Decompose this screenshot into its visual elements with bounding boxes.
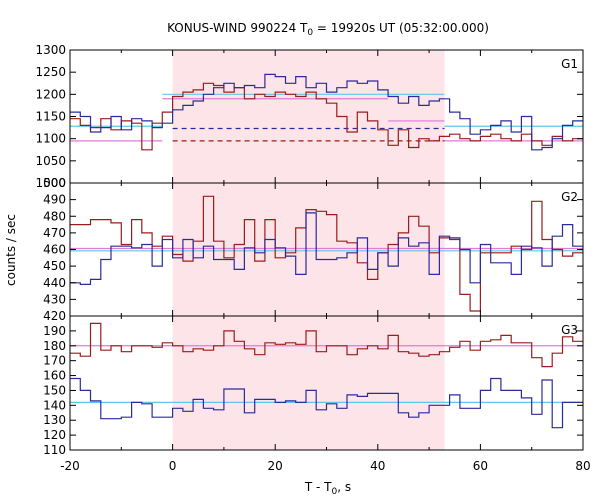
panel-g2-ytick-label-480: 480 [43, 209, 66, 223]
panel-g1-ytick-label-1200: 1200 [35, 87, 66, 101]
burst-interval-shading [172, 50, 445, 450]
xtick-label-40: 40 [370, 459, 385, 473]
y-axis-title: counts / sec [4, 214, 18, 286]
tick-layer [69, 49, 584, 451]
panel-g3-ytick-label-130: 130 [43, 413, 66, 427]
xtick-label-80: 80 [575, 459, 590, 473]
label-layer: 1000105011001150120012501300G14204304404… [35, 43, 590, 473]
panel-g2-ytick-label-460: 460 [43, 243, 66, 257]
xtick-label-0: 0 [169, 459, 177, 473]
panel-g2-label: G2 [561, 190, 578, 204]
panel-g1-shaded-region [172, 50, 445, 183]
panel-g1-ytick-label-1250: 1250 [35, 65, 66, 79]
xtick-label-60: 60 [473, 459, 488, 473]
panel-g1-series-red [70, 82, 583, 151]
series-layer [70, 73, 583, 429]
panel-g3-ytick-label-160: 160 [43, 369, 66, 383]
panel-g1-ytick-label-1300: 1300 [35, 43, 66, 57]
panel-g2-ytick-label-500: 500 [43, 176, 66, 190]
panel-g3-series-red [70, 322, 583, 368]
panel-g3-ytick-label-110: 110 [43, 443, 66, 457]
xtick-label--20: -20 [60, 459, 80, 473]
reference-levels [70, 93, 583, 403]
panel-g1-series-blue [70, 73, 583, 151]
panel-g3-ytick-label-190: 190 [43, 324, 66, 338]
xtick-label-20: 20 [268, 459, 283, 473]
panel-g3-shaded-region [172, 316, 445, 450]
panel-g2-ytick-label-470: 470 [43, 226, 66, 240]
panel-g2-series-blue [70, 212, 583, 285]
panel-g2-ytick-label-430: 430 [43, 292, 66, 306]
panel-g1-ytick-label-1000: 1000 [35, 176, 66, 190]
panel-g1-ytick-label-1100: 1100 [35, 132, 66, 146]
panel-g3-label: G3 [561, 323, 578, 337]
panel-g2-ytick-label-440: 440 [43, 276, 66, 290]
panel-g1-ytick-label-1150: 1150 [35, 110, 66, 124]
panel-g3-ytick-label-140: 140 [43, 398, 66, 412]
panel-g2-ytick-label-490: 490 [43, 193, 66, 207]
panel-g3-ytick-label-180: 180 [43, 339, 66, 353]
panel-g2-series-red [70, 195, 583, 312]
panel-g3-ytick-label-170: 170 [43, 354, 66, 368]
panel-g2-ytick-label-420: 420 [43, 309, 66, 323]
chart-title: KONUS-WIND 990224 T0 = 19920s UT (05:32:… [167, 21, 489, 38]
x-axis-title: T - T0, s [304, 480, 351, 497]
panel-g1-label: G1 [561, 57, 578, 71]
panel-g2-shaded-region [172, 183, 445, 316]
panel-g3-ytick-label-120: 120 [43, 428, 66, 442]
panel-g1-ytick-label-1050: 1050 [35, 154, 66, 168]
panel-g3-ytick-label-150: 150 [43, 383, 66, 397]
panel-g2-ytick-label-450: 450 [43, 259, 66, 273]
panel-g3-series-blue [70, 377, 583, 429]
